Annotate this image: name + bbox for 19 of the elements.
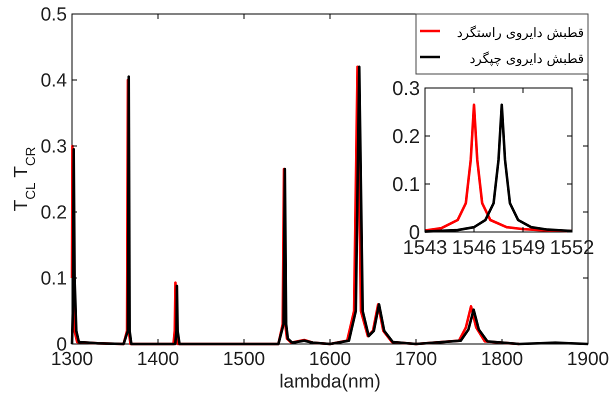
x-axis-title: lambda(nm) (279, 372, 381, 393)
x-tick-label: 1700 (394, 349, 438, 370)
legend-label: قطبش دایروی چپگرد (470, 51, 584, 67)
x-tick-label: 1400 (136, 349, 180, 370)
y-tick-label: 0.3 (40, 136, 67, 158)
y-tick-label: 0.2 (392, 126, 420, 148)
x-tick-label: 1900 (566, 349, 610, 370)
y-tick-label: 0.2 (40, 202, 67, 224)
x-tick-label: 1500 (222, 349, 266, 370)
x-tick-label: 1549 (500, 237, 546, 259)
y-tick-label: 0.1 (40, 268, 67, 290)
legend-label: قطبش دایروی راستگرد (456, 25, 584, 41)
x-tick-label: 1546 (452, 237, 496, 259)
y-tick-label: 0.4 (40, 70, 68, 92)
y-tick-label: 0.3 (392, 78, 420, 100)
y-tick-label: 0.5 (40, 4, 67, 26)
x-tick-label: 1600 (308, 349, 352, 370)
y-tick-label: 0.1 (392, 174, 420, 196)
x-tick-label: 1800 (480, 349, 524, 370)
